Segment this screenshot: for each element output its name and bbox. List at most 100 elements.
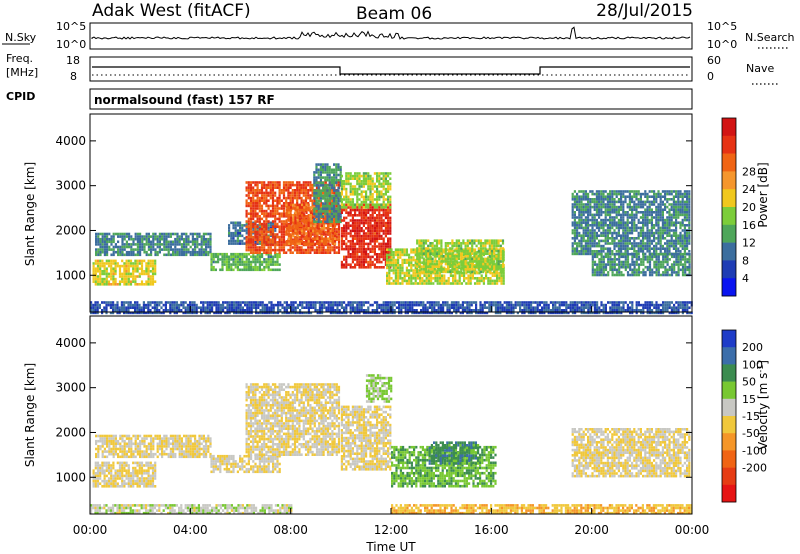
power-cell: [239, 231, 242, 235]
power-cell: [484, 247, 487, 250]
power-cell: [399, 248, 402, 251]
power-cell: [602, 195, 605, 198]
power-cell: [369, 240, 372, 243]
power-cell: [230, 242, 233, 245]
power-cell: [138, 267, 141, 270]
power-cell: [424, 262, 428, 266]
power-cell: [267, 252, 270, 256]
power-cell: [376, 224, 379, 227]
power-cell: [303, 237, 306, 240]
power-cell: [293, 196, 297, 200]
power-cell: [305, 224, 308, 227]
power-cell: [256, 189, 259, 192]
power-cell: [320, 240, 323, 243]
power-cell: [617, 221, 620, 224]
power-cell: [309, 209, 312, 213]
power-cell: [430, 277, 433, 280]
power-cell: [267, 235, 270, 239]
power-cell: [388, 264, 391, 267]
power-cell: [228, 268, 231, 272]
power-cell: [202, 243, 205, 246]
power-cell: [615, 244, 618, 248]
power-cell: [294, 216, 297, 220]
power-cell: [267, 212, 270, 215]
power-cell: [360, 219, 363, 222]
power-cell: [475, 239, 478, 242]
power-cell: [276, 248, 279, 252]
power-cell: [324, 251, 327, 254]
power-cell: [648, 208, 651, 211]
power-cell: [380, 234, 383, 238]
cpid-strip: CPID normalsound (fast) 157 RF: [6, 88, 693, 110]
power-cell: [339, 171, 342, 174]
power-cell: [312, 237, 315, 240]
power-cell: [384, 234, 387, 238]
power-cell: [356, 253, 359, 256]
power-cell: [626, 229, 629, 232]
power-cell: [221, 252, 224, 256]
power-cell: [178, 243, 181, 246]
power-cell: [497, 244, 500, 248]
power-cell: [646, 211, 649, 214]
power-cell: [228, 229, 231, 232]
power-cell: [497, 239, 500, 242]
power-cell: [642, 250, 645, 253]
power-cell: [622, 244, 625, 248]
power-cell: [371, 185, 374, 188]
power-cell: [600, 226, 603, 230]
power-cell: [112, 272, 115, 276]
power-cell: [314, 232, 317, 235]
power-cell: [582, 218, 585, 222]
power-cell: [287, 206, 290, 209]
power-cell: [502, 274, 505, 277]
power-cell: [243, 224, 246, 227]
power-cell: [101, 280, 104, 283]
power-cell: [580, 247, 583, 250]
power-cell: [178, 240, 181, 244]
power-cell: [119, 248, 122, 251]
power-cell: [141, 245, 144, 249]
power-cell: [282, 230, 286, 234]
power-cell: [267, 220, 270, 223]
power-cell: [354, 193, 357, 196]
power-cell: [369, 263, 372, 266]
power-cell: [578, 244, 581, 248]
power-cell: [202, 253, 205, 257]
power-cell: [313, 220, 316, 224]
power-cell: [307, 206, 310, 209]
power-cell: [123, 235, 126, 238]
power-cell: [291, 189, 294, 192]
power-cell: [105, 280, 108, 283]
power-cell: [367, 266, 370, 269]
power-cell: [416, 262, 419, 266]
power-cell: [267, 246, 270, 249]
power-cell: [479, 262, 483, 266]
power-cell: [258, 233, 261, 236]
power-cell: [296, 251, 299, 254]
power-cell: [477, 249, 480, 253]
power-cell: [165, 232, 168, 236]
power-cell: [339, 168, 342, 172]
power-cell: [399, 271, 402, 275]
power-cell: [349, 245, 352, 248]
power-cell: [624, 224, 627, 227]
power-cell: [247, 225, 250, 228]
power-cell: [371, 214, 374, 217]
power-cell: [622, 237, 625, 240]
power-cell: [107, 259, 111, 263]
power-cell: [624, 229, 627, 232]
power-cell: [269, 252, 272, 256]
power-cell: [317, 176, 320, 179]
power-cell: [99, 280, 102, 283]
power-cell: [650, 224, 653, 227]
power-cell: [307, 237, 310, 240]
power-cell: [241, 255, 244, 259]
power-cell: [429, 242, 432, 245]
power-cell: [316, 229, 319, 233]
power-cell: [324, 168, 327, 172]
power-cell: [387, 200, 390, 204]
power-cell: [282, 183, 286, 187]
power-cell: [239, 226, 242, 230]
power-cell: [176, 240, 179, 244]
power-cell: [263, 202, 266, 205]
